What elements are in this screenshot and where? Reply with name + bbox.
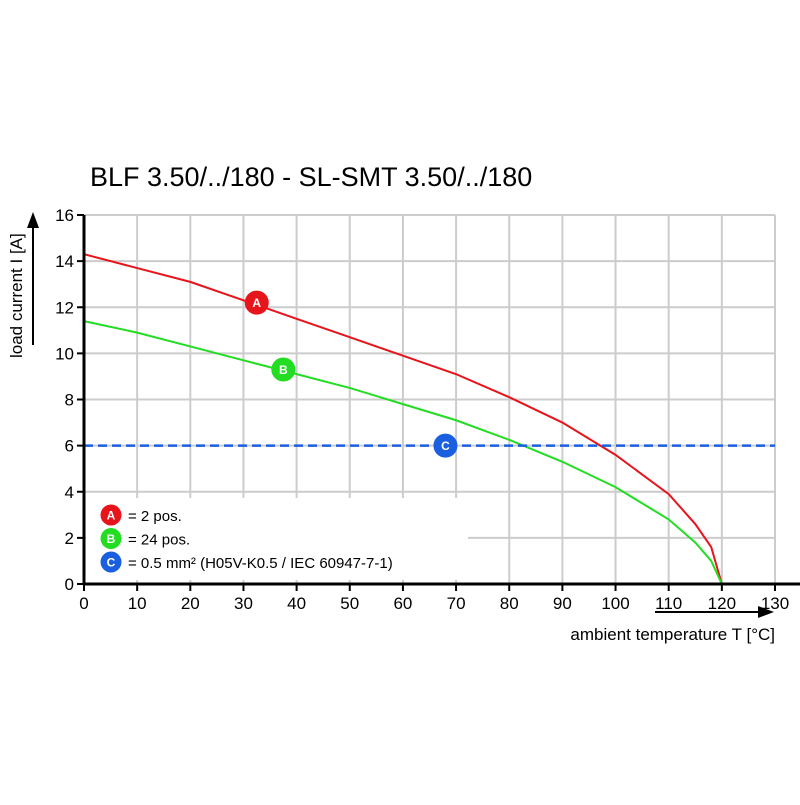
legend-background (86, 498, 468, 580)
y-tick-label: 8 (65, 391, 74, 410)
legend-entry-b: = 24 pos. (128, 532, 190, 549)
legend-marker-label: B (107, 532, 116, 546)
x-axis-label: ambient temperature T [°C] (570, 625, 775, 644)
series-group: ABC (83, 253, 775, 585)
x-tick-label: 0 (79, 594, 88, 613)
legend-marker-b (100, 528, 122, 549)
y-tick-label: 2 (65, 529, 74, 548)
legend-marker-label: C (107, 556, 116, 570)
legend: A = 2 pos. B = 24 pos. C = 0.5 mm² (H05V-K0.5… (100, 504, 393, 573)
y-arrow-head-icon (27, 212, 39, 228)
x-tick-label: 60 (393, 594, 412, 613)
series-marker-a (244, 290, 269, 315)
x-tick-label: 100 (601, 594, 629, 613)
legend-marker-a (100, 504, 122, 526)
legend-marker-c (100, 551, 122, 573)
x-tick-label: 110 (655, 594, 682, 613)
axes: 0 10 20 30 40 50 60 70 80 90 100 110 120 130 0 2 4 6 8 10 12… (27, 206, 800, 618)
y-tick-label: 12 (55, 298, 74, 317)
legend-entry-c: = 0.5 mm² (H05V-K0.5 / IEC 60947-7-1) (128, 555, 393, 572)
series-marker-label: A (252, 296, 261, 310)
series-line-a (83, 253, 723, 585)
x-tick-label: 40 (287, 594, 306, 613)
y-tick-label: 0 (65, 575, 74, 594)
x-tick-label: 20 (181, 594, 200, 613)
x-tick-label: 70 (447, 594, 466, 613)
series-marker-b (271, 357, 296, 382)
x-tick-label: 120 (708, 594, 736, 613)
x-tick-label: 10 (128, 594, 147, 613)
series-marker-c (433, 433, 458, 458)
y-tick-label: 16 (55, 206, 74, 225)
chart-title: BLF 3.50/../180 - SL-SMT 3.50/../180 (90, 162, 532, 192)
x-tick-label: 90 (553, 594, 572, 613)
y-tick-label: 6 (65, 437, 74, 456)
x-tick-label: 30 (234, 594, 253, 613)
series-marker-label: B (279, 363, 288, 377)
x-tick-label: 130 (761, 594, 789, 613)
series-marker-label: C (441, 439, 450, 453)
x-arrow-head-icon (758, 606, 774, 618)
y-tick-label: 4 (65, 483, 74, 502)
x-tick-label: 50 (340, 594, 359, 613)
y-tick-label: 14 (55, 252, 74, 271)
legend-entry-a: = 2 pos. (128, 508, 182, 525)
y-axis-label: load current I [A] (7, 233, 26, 358)
x-tick-label: 80 (500, 594, 519, 613)
y-tick-label: 10 (55, 344, 74, 363)
legend-marker-label: A (107, 509, 116, 523)
series-line-b (83, 320, 723, 585)
